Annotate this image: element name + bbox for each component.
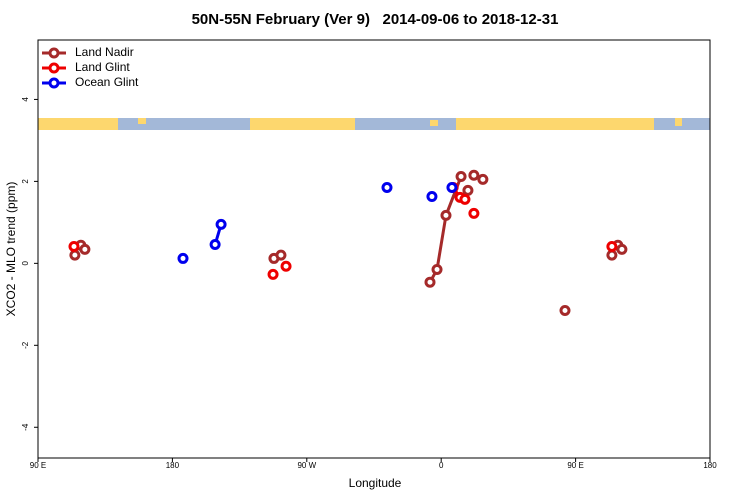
point (468, 207, 480, 219)
x-tick-label: 180 (166, 461, 180, 470)
legend-label: Land Nadir (75, 45, 134, 59)
point (177, 252, 189, 264)
series-line (428, 175, 463, 283)
point (215, 218, 227, 230)
point (559, 304, 571, 316)
x-axis-label: Longitude (349, 476, 402, 490)
point (209, 238, 221, 250)
point (462, 184, 474, 196)
point (431, 263, 443, 275)
point (381, 182, 393, 194)
point (79, 243, 91, 255)
point (280, 260, 292, 272)
point (68, 241, 80, 253)
legend-label: Ocean Glint (75, 75, 139, 89)
point (267, 268, 279, 280)
point (459, 193, 471, 205)
y-tick-label: -2 (21, 341, 30, 349)
point (606, 249, 618, 261)
map-strip (38, 118, 710, 130)
legend-marker (48, 47, 60, 59)
y-tick-label: 4 (21, 97, 30, 102)
point (477, 173, 489, 185)
legend-marker (48, 62, 60, 74)
x-tick-label: 180 (703, 461, 717, 470)
x-tick-label: 90 E (567, 461, 583, 470)
point (455, 170, 467, 182)
y-tick-label: 2 (21, 179, 30, 184)
legend-label: Land Glint (75, 60, 130, 74)
point (275, 249, 287, 261)
point (69, 249, 81, 261)
point (424, 276, 436, 288)
point (606, 241, 618, 253)
point (440, 209, 452, 221)
chart-title: 50N-55N February (Ver 9) 2014-09-06 to 2… (192, 11, 559, 28)
x-tick-label: 90 E (30, 461, 46, 470)
x-tick-label: 90 W (297, 461, 316, 470)
point (468, 169, 480, 181)
point (426, 191, 438, 203)
point (616, 243, 628, 255)
point (446, 182, 458, 194)
y-tick-label: -4 (21, 423, 30, 431)
plot-frame (37, 39, 711, 459)
x-tick-label: 0 (439, 461, 444, 470)
y-axis-label: XCO2 - MLO trend (ppm) (4, 182, 18, 317)
y-tick-label: 0 (21, 261, 30, 266)
legend-marker (48, 77, 60, 89)
